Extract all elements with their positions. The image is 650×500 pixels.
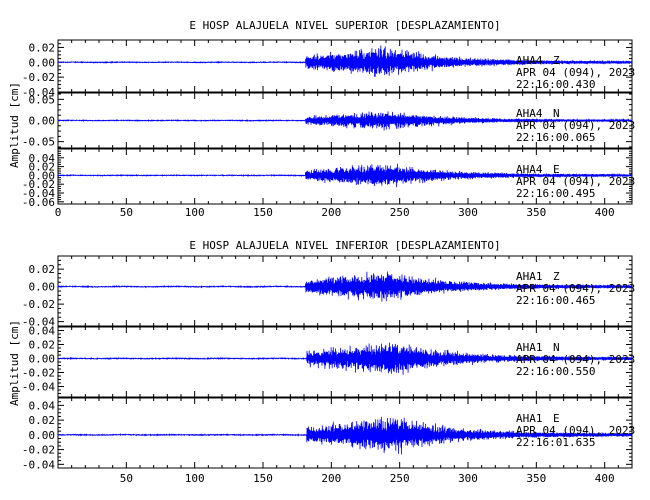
- y-tick-label: 0.04: [29, 152, 56, 165]
- component-label: N: [553, 341, 560, 354]
- y-tick-label: -0.04: [22, 316, 55, 329]
- record-date: APR 04 (094), 2023: [516, 424, 635, 437]
- x-tick-label: 300: [458, 206, 478, 219]
- y-tick-label: -0.06: [22, 196, 55, 209]
- x-tick-label: 250: [390, 206, 410, 219]
- waveform-trace: [57, 111, 633, 131]
- station-name: AHA1: [516, 341, 543, 354]
- waveform-trace: [57, 45, 633, 77]
- y-tick-label: 0.02: [29, 41, 56, 54]
- y-tick-label: -0.02: [22, 298, 55, 311]
- x-tick-label: 200: [321, 472, 341, 485]
- y-tick-label: 0.05: [29, 93, 56, 106]
- x-tick-label: 150: [253, 472, 273, 485]
- y-axis-label: Amplitud [cm]: [8, 82, 21, 168]
- station-name: AHA1: [516, 412, 543, 425]
- x-tick-label: 100: [185, 472, 205, 485]
- record-date: APR 04 (094), 2023: [516, 66, 635, 79]
- component-label: N: [553, 107, 560, 120]
- chart-title: E HOSP ALAJUELA NIVEL INFERIOR [DESPLAZA…: [189, 239, 500, 252]
- x-tick-label: 400: [595, 206, 615, 219]
- component-label: E: [553, 412, 560, 425]
- y-tick-label: -0.02: [22, 367, 55, 380]
- y-axis-label: Amplitud [cm]: [8, 320, 21, 406]
- y-tick-label: -0.05: [22, 136, 55, 149]
- record-time: 22:16:00.065: [516, 131, 595, 144]
- station-name: AHA4: [516, 54, 543, 67]
- y-tick-label: -0.04: [22, 458, 55, 471]
- y-tick-label: -0.04: [22, 86, 55, 99]
- record-time: 22:16:00.550: [516, 365, 595, 378]
- y-tick-label: 0.00: [29, 56, 56, 69]
- waveform-trace: [57, 163, 633, 188]
- y-tick-label: -0.02: [22, 178, 55, 191]
- component-label: E: [553, 163, 560, 176]
- y-tick-label: 0.00: [29, 169, 56, 182]
- x-tick-label: 350: [526, 206, 546, 219]
- y-tick-label: 0.02: [29, 161, 56, 174]
- record-date: APR 04 (094), 2023: [516, 282, 635, 295]
- component-label: Z: [553, 270, 560, 283]
- waveform-trace: [57, 271, 633, 302]
- x-tick-label: 100: [185, 206, 205, 219]
- y-tick-label: 0.00: [29, 115, 56, 128]
- y-tick-label: 0.00: [29, 429, 56, 442]
- waveform-trace: [57, 416, 633, 455]
- y-tick-label: -0.04: [22, 381, 55, 394]
- x-tick-label: 150: [253, 206, 273, 219]
- x-tick-label: 50: [120, 206, 133, 219]
- y-tick-label: 0.02: [29, 339, 56, 352]
- station-name: AHA4: [516, 107, 543, 120]
- record-time: 22:16:00.495: [516, 187, 595, 200]
- y-tick-label: 0.00: [29, 353, 56, 366]
- x-tick-label: 300: [458, 472, 478, 485]
- x-tick-label: 50: [120, 472, 133, 485]
- record-date: APR 04 (094), 2023: [516, 175, 635, 188]
- x-tick-label: 250: [390, 472, 410, 485]
- x-tick-label: 400: [595, 472, 615, 485]
- x-tick-label: 0: [55, 206, 62, 219]
- station-name: AHA1: [516, 270, 543, 283]
- waveform-trace: [57, 342, 633, 375]
- y-tick-label: 0.04: [29, 399, 56, 412]
- y-tick-label: -0.04: [22, 187, 55, 200]
- y-tick-label: 0.02: [29, 414, 56, 427]
- y-tick-label: -0.02: [22, 71, 55, 84]
- x-tick-label: 350: [526, 472, 546, 485]
- record-time: 22:16:01.635: [516, 436, 595, 449]
- y-tick-label: -0.02: [22, 444, 55, 457]
- record-time: 22:16:00.430: [516, 78, 595, 91]
- record-date: APR 04 (094), 2023: [516, 353, 635, 366]
- x-tick-label: 200: [321, 206, 341, 219]
- y-tick-label: 0.02: [29, 263, 56, 276]
- record-time: 22:16:00.465: [516, 294, 595, 307]
- chart-title: E HOSP ALAJUELA NIVEL SUPERIOR [DESPLAZA…: [189, 19, 500, 32]
- record-date: APR 04 (094), 2023: [516, 119, 635, 132]
- y-tick-label: 0.04: [29, 325, 56, 338]
- y-tick-label: 0.00: [29, 281, 56, 294]
- component-label: Z: [553, 54, 560, 67]
- station-name: AHA4: [516, 163, 543, 176]
